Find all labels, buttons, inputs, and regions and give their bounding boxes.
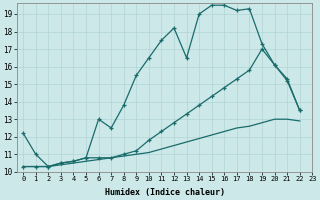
- X-axis label: Humidex (Indice chaleur): Humidex (Indice chaleur): [105, 188, 225, 197]
